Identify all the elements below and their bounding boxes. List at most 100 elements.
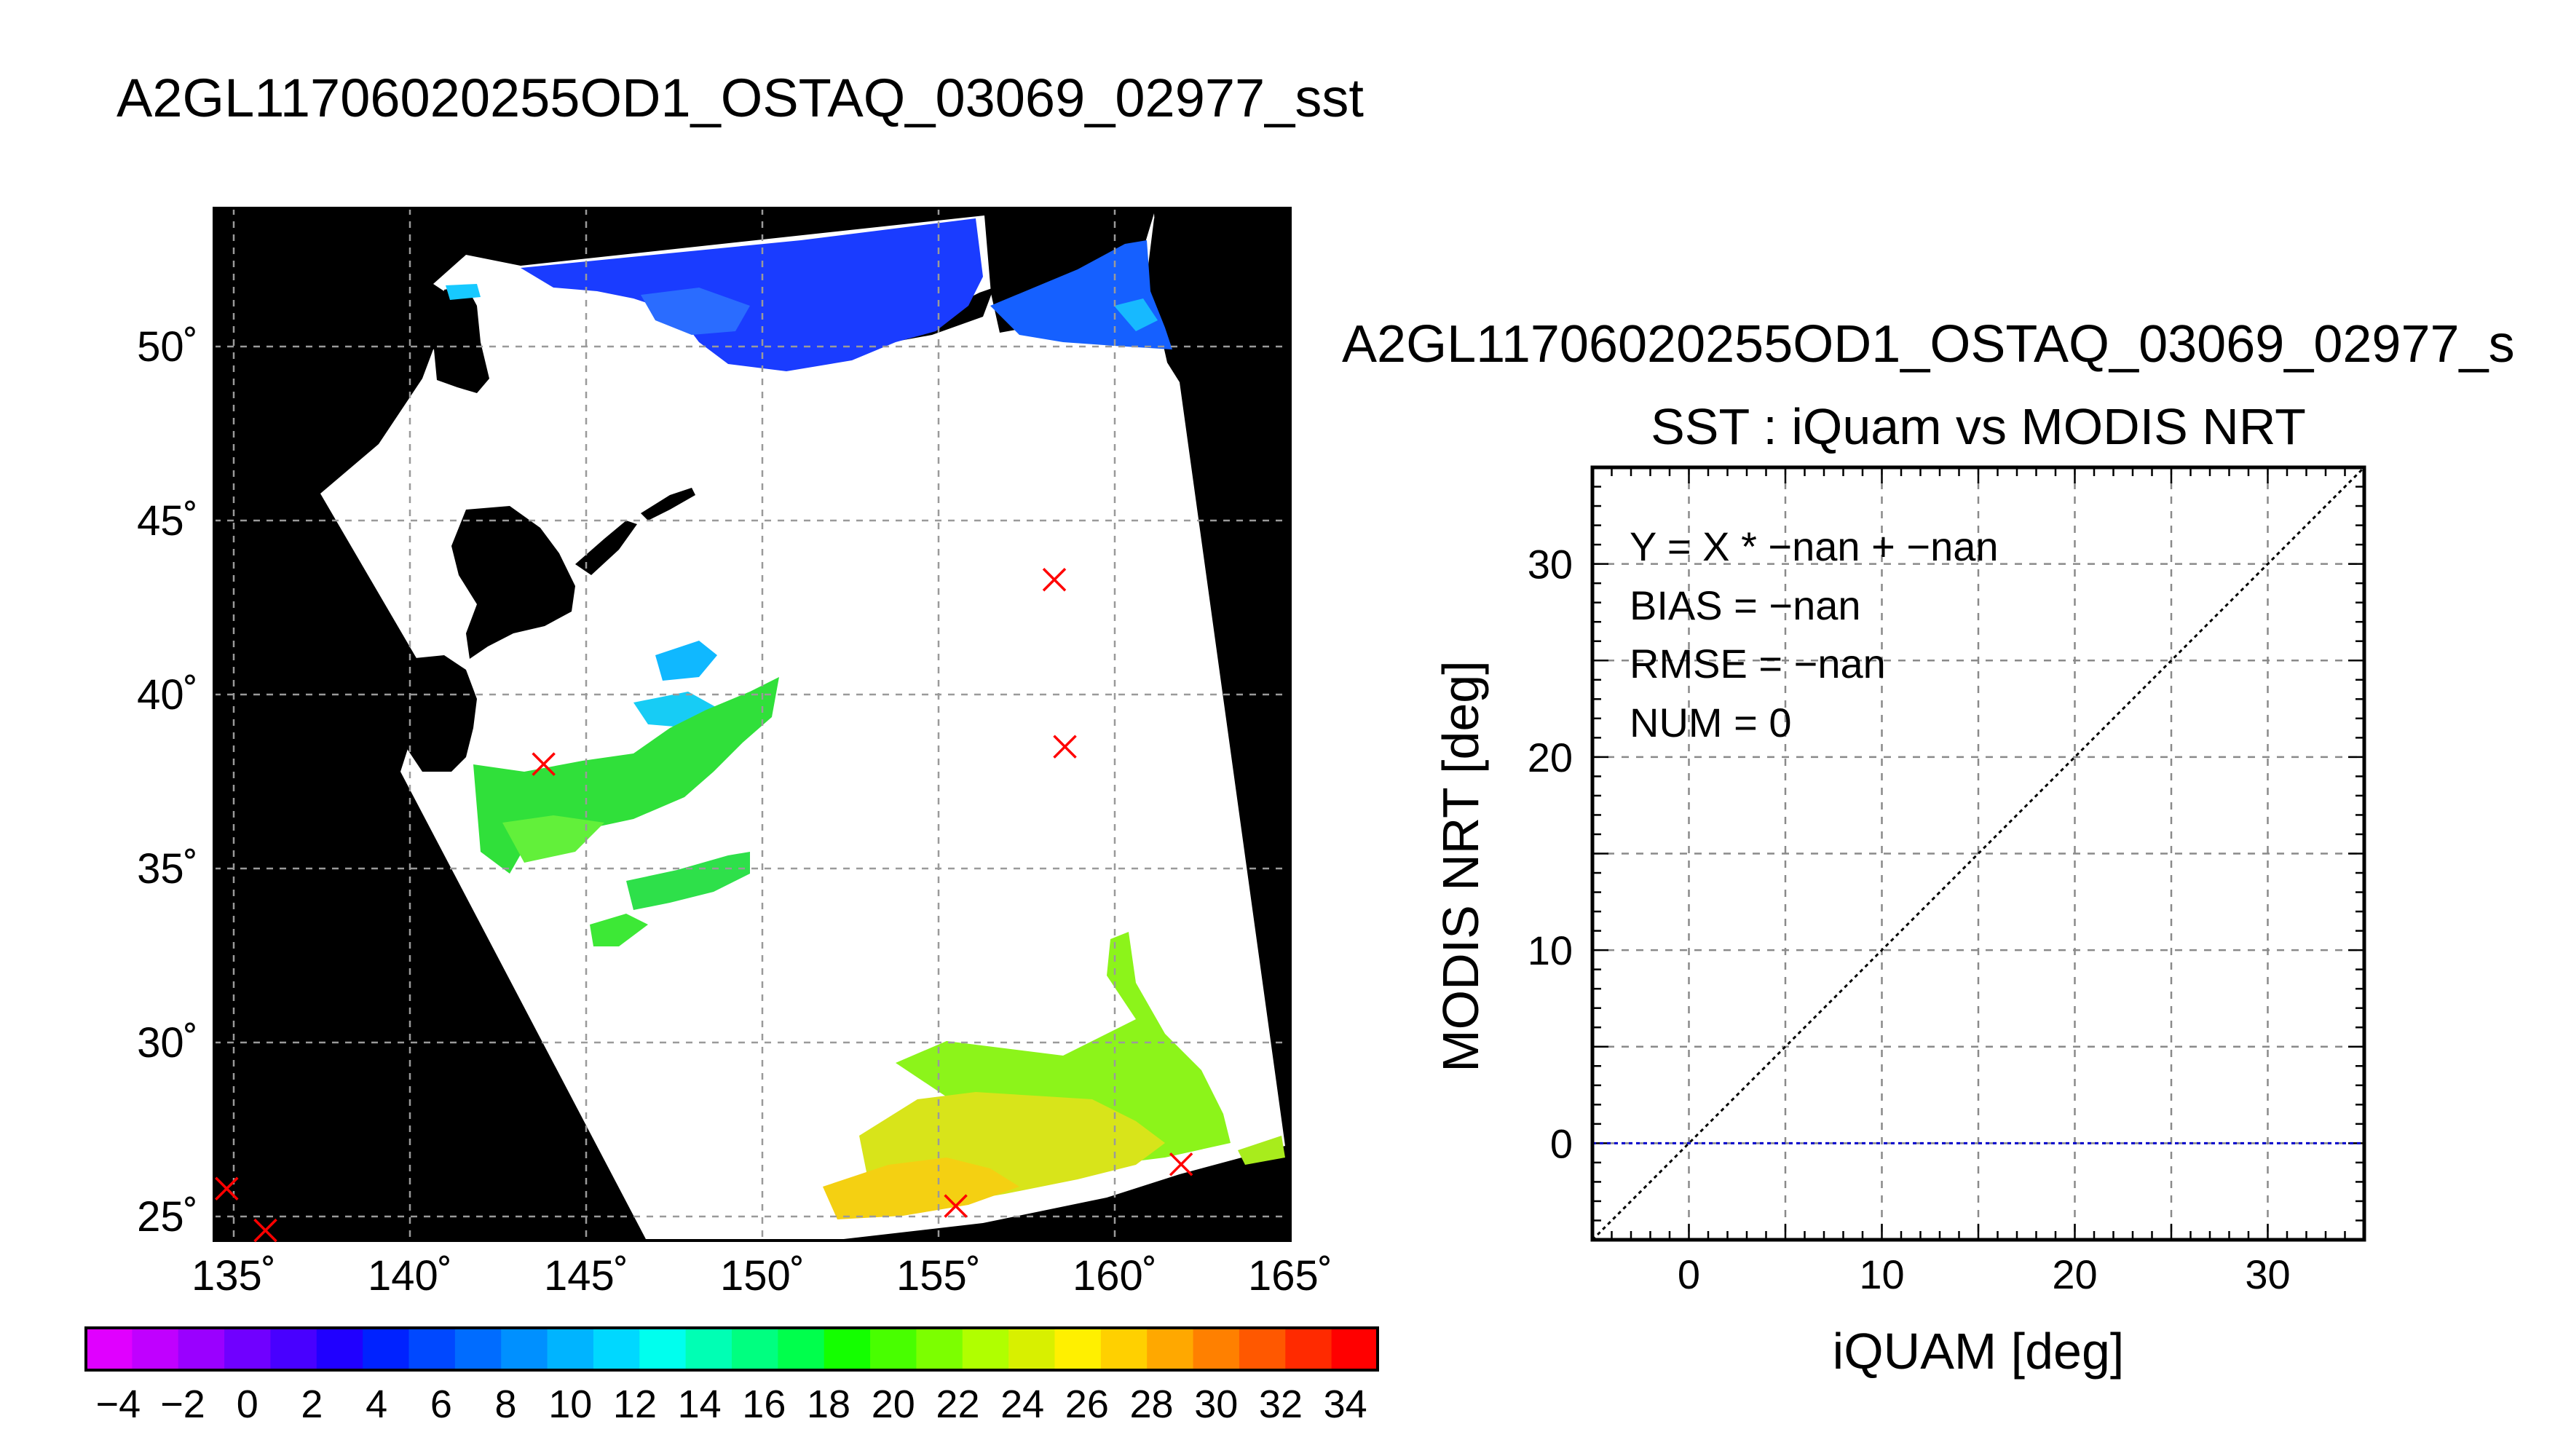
colorbar-cell xyxy=(639,1328,687,1370)
colorbar-cell xyxy=(454,1328,502,1370)
lon-label: 150˚ xyxy=(720,1252,805,1299)
lon-label: 155˚ xyxy=(896,1252,981,1299)
colorbar-cell xyxy=(86,1328,133,1370)
colorbar-cell xyxy=(824,1328,871,1370)
map-gridlines xyxy=(214,208,1292,1241)
lat-label: 50˚ xyxy=(137,323,198,371)
y-tick-label: 0 xyxy=(1550,1120,1573,1166)
sst-patch-south-orange xyxy=(823,1158,1019,1219)
colorbar-label: 32 xyxy=(1259,1382,1303,1426)
stats-count: NUM = 0 xyxy=(1630,700,1792,745)
colorbar-cells xyxy=(86,1328,1378,1370)
y-tick-label: 30 xyxy=(1528,542,1573,587)
colorbar-cell xyxy=(547,1328,594,1370)
map-markers xyxy=(215,568,1193,1243)
lat-label: 35˚ xyxy=(137,845,198,893)
map-marker xyxy=(253,1218,277,1243)
colorbar-cell xyxy=(593,1328,641,1370)
map-marker xyxy=(1053,735,1077,759)
scatter-frame xyxy=(1590,465,2366,1242)
scatter-x-tick-labels: 0 10 20 30 xyxy=(1678,1251,2291,1297)
colorbar-label: 12 xyxy=(613,1382,657,1426)
sst-patch-okhotsk-light xyxy=(641,288,750,335)
y-tick-label: 10 xyxy=(1528,927,1573,973)
colorbar-cell xyxy=(224,1328,272,1370)
x-tick-label: 0 xyxy=(1678,1251,1700,1297)
lat-label: 25˚ xyxy=(137,1193,198,1241)
scatter-y-axis-label: MODIS NRT [deg] xyxy=(1432,660,1489,1072)
lat-label: 40˚ xyxy=(137,671,198,719)
colorbar-cell xyxy=(1100,1328,1148,1370)
colorbar-label: 10 xyxy=(548,1382,592,1426)
colorbar-cell xyxy=(178,1328,225,1370)
swath-cloud-area xyxy=(320,213,1285,1241)
colorbar-cell xyxy=(916,1328,963,1370)
colorbar-cell xyxy=(1193,1328,1240,1370)
scatter-reference-lines xyxy=(1591,466,2366,1241)
sst-patch-south-green-east xyxy=(1238,1136,1285,1165)
sst-patch-okhotsk xyxy=(521,218,983,371)
colorbar-label: 30 xyxy=(1194,1382,1238,1426)
map-frame xyxy=(213,207,1292,1242)
figure-title: A2GL11706020255OD1_OSTAQ_03069_02977_sst xyxy=(117,68,1364,128)
colorbar-cell xyxy=(870,1328,917,1370)
colorbar-label: 20 xyxy=(872,1382,915,1426)
stats-fit-line: Y = X * −nan + −nan xyxy=(1630,523,1999,569)
lon-label: 135˚ xyxy=(191,1252,276,1299)
sst-patch-sakhalin-tip xyxy=(446,284,481,300)
land-kurils-1 xyxy=(575,521,637,575)
colorbar-label: 28 xyxy=(1130,1382,1174,1426)
colorbar-label: 2 xyxy=(301,1382,323,1426)
scatter-x-axis-label: iQUAM [deg] xyxy=(1833,1323,2125,1380)
map-marker xyxy=(1042,568,1067,592)
colorbar-cell xyxy=(408,1328,456,1370)
colorbar-cell xyxy=(1285,1328,1332,1370)
sst-patch-green-tongue xyxy=(626,852,750,910)
sst-patch-cyan-filament-1 xyxy=(655,641,717,681)
scatter-panel: A2GL11706020255OD1_OSTAQ_03069_02977_s S… xyxy=(1342,315,2515,1380)
colorbar-cell xyxy=(1054,1328,1102,1370)
colorbar-label: 6 xyxy=(430,1382,452,1426)
stats-bias: BIAS = −nan xyxy=(1630,582,1861,628)
lon-label: 145˚ xyxy=(544,1252,628,1299)
map-marker xyxy=(1169,1152,1193,1176)
colorbar-cell xyxy=(1331,1328,1378,1370)
colorbar-cell xyxy=(1008,1328,1056,1370)
sst-patch-green-light xyxy=(502,815,604,863)
colorbar: −4 −2 0 2 4 6 8 10 12 14 16 18 20 22 24 26 28 30 32 34 xyxy=(84,1326,1379,1426)
lon-label: 165˚ xyxy=(1248,1252,1332,1299)
scatter-y-tick-labels: 0 10 20 30 xyxy=(1528,542,1573,1167)
colorbar-cell xyxy=(132,1328,179,1370)
sst-patch-green-small xyxy=(590,914,648,946)
sst-map: 50˚ 45˚ 40˚ 35˚ 30˚ 25˚ 135˚ 140˚ 145˚ 1… xyxy=(137,207,1332,1299)
stats-rmse: RMSE = −nan xyxy=(1630,641,1886,687)
colorbar-label: 8 xyxy=(495,1382,517,1426)
colorbar-cell xyxy=(1147,1328,1194,1370)
colorbar-cell xyxy=(1239,1328,1287,1370)
colorbar-label: 26 xyxy=(1065,1382,1109,1426)
sst-patch-kamchatka-cyan xyxy=(1114,298,1158,331)
lat-label: 45˚ xyxy=(137,497,198,545)
map-marker xyxy=(215,1176,239,1200)
colorbar-label: 24 xyxy=(1000,1382,1044,1426)
sst-data-patches xyxy=(446,218,1285,1219)
map-lat-labels: 50˚ 45˚ 40˚ 35˚ 30˚ 25˚ xyxy=(137,323,198,1241)
lon-label: 140˚ xyxy=(368,1252,452,1299)
colorbar-label: 4 xyxy=(366,1382,387,1426)
x-tick-label: 20 xyxy=(2052,1251,2097,1297)
map-marker xyxy=(532,752,556,776)
colorbar-label: 14 xyxy=(678,1382,722,1426)
colorbar-label: 34 xyxy=(1324,1382,1367,1426)
scatter-title: SST : iQuam vs MODIS NRT xyxy=(1651,398,2306,455)
colorbar-frame xyxy=(84,1326,1379,1372)
colorbar-cell xyxy=(778,1328,825,1370)
colorbar-cell xyxy=(685,1328,732,1370)
land-kurils-2 xyxy=(641,488,695,521)
colorbar-cell xyxy=(962,1328,1009,1370)
colorbar-label: 16 xyxy=(742,1382,786,1426)
map-lon-labels: 135˚ 140˚ 145˚ 150˚ 155˚ 160˚ 165˚ xyxy=(191,1252,1332,1299)
lon-label: 160˚ xyxy=(1073,1252,1157,1299)
scatter-stats: Y = X * −nan + −nan BIAS = −nan RMSE = −… xyxy=(1630,523,1999,745)
x-tick-label: 30 xyxy=(2245,1251,2290,1297)
